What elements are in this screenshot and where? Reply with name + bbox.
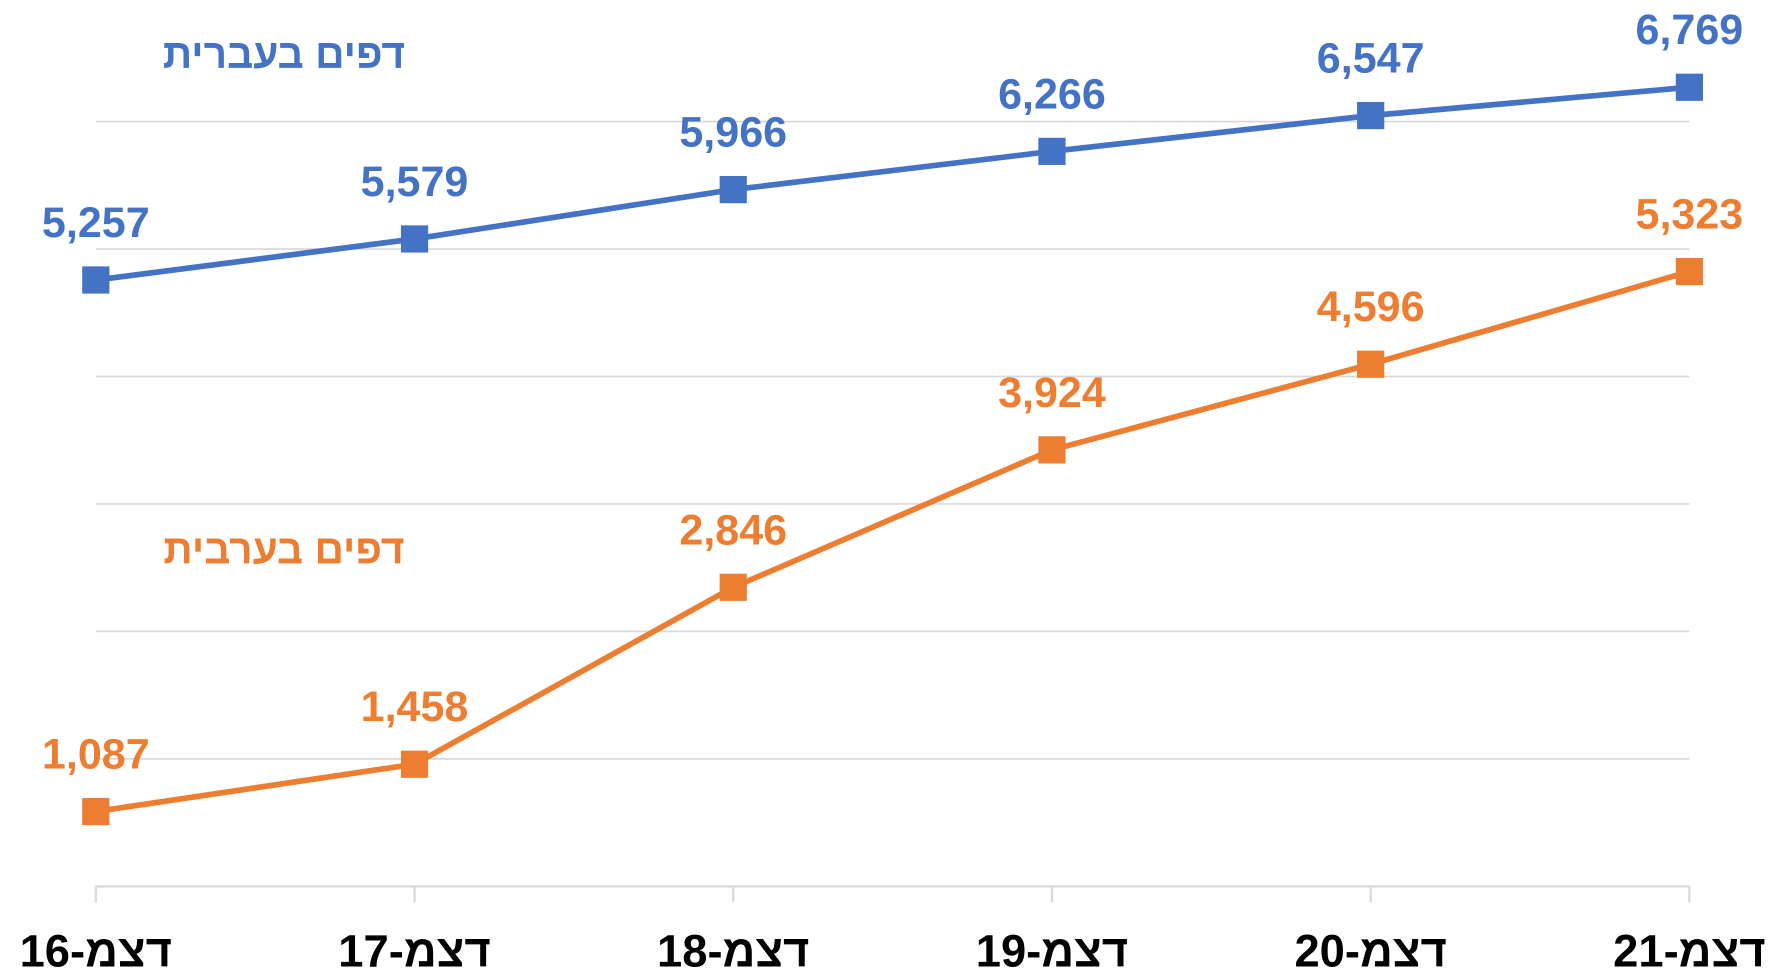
- marker: [400, 750, 429, 778]
- marker: [1675, 73, 1703, 101]
- marker: [1038, 436, 1066, 464]
- x-tick-label: דצמ-20: [1294, 925, 1446, 976]
- data-label: 1,087: [42, 730, 150, 778]
- x-tick-label: דצמ-17: [338, 925, 490, 976]
- marker: [719, 573, 747, 601]
- data-label: 5,966: [679, 109, 787, 157]
- marker: [1038, 137, 1066, 165]
- series-label: דפים בערבית: [163, 526, 404, 572]
- data-label: 5,257: [42, 199, 150, 247]
- marker: [1357, 350, 1385, 378]
- data-label: 6,266: [998, 70, 1106, 118]
- series-line: [95, 84, 1690, 283]
- data-label: 2,846: [679, 506, 787, 554]
- marker: [400, 225, 429, 253]
- marker: [82, 797, 110, 826]
- x-tick-label: דצמ-16: [20, 925, 172, 976]
- data-label: 3,924: [998, 369, 1106, 417]
- marker: [82, 266, 110, 294]
- data-label: 5,323: [1636, 191, 1744, 239]
- data-label: 5,579: [361, 158, 469, 206]
- marker: [719, 176, 747, 204]
- marker: [1357, 101, 1385, 130]
- data-label: 1,458: [361, 683, 469, 731]
- data-label: 6,547: [1317, 35, 1425, 83]
- x-tick-label: דצמ-21: [1613, 925, 1765, 976]
- series-line: [95, 268, 1691, 815]
- marker: [1675, 257, 1703, 286]
- data-label: 6,769: [1636, 6, 1744, 54]
- x-tick-label: דצמ-18: [657, 925, 809, 976]
- data-label: 4,596: [1317, 283, 1425, 331]
- series-label: דפים בעברית: [163, 30, 405, 76]
- x-tick-label: דצמ-19: [976, 925, 1128, 976]
